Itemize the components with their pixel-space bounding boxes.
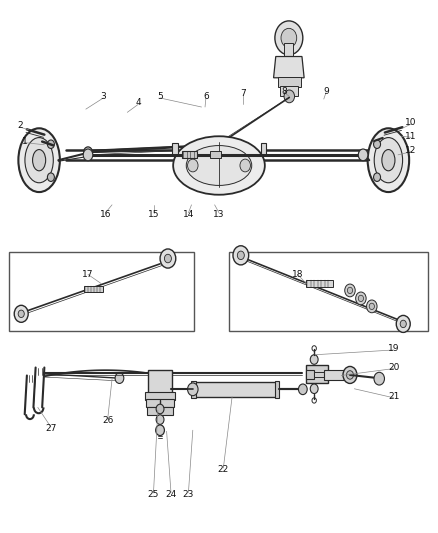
Bar [145, 392, 175, 400]
Circle shape [356, 292, 366, 305]
Bar [9, 252, 194, 332]
Circle shape [14, 305, 28, 322]
Circle shape [400, 320, 406, 328]
Circle shape [369, 303, 374, 310]
Bar [198, 142, 212, 151]
Bar [278, 77, 300, 87]
Bar [280, 86, 298, 96]
Circle shape [310, 355, 318, 365]
Text: 20: 20 [388, 363, 399, 372]
Text: 18: 18 [292, 270, 304, 279]
Text: 1: 1 [22, 137, 28, 146]
Circle shape [233, 246, 249, 265]
Bar [306, 366, 328, 383]
Text: 8: 8 [282, 86, 287, 95]
Text: 5: 5 [157, 92, 163, 101]
Text: 9: 9 [323, 86, 329, 95]
Circle shape [359, 150, 367, 160]
Circle shape [345, 284, 355, 297]
Circle shape [374, 140, 381, 149]
Text: 2: 2 [18, 121, 23, 130]
Ellipse shape [173, 136, 265, 195]
Bar [191, 381, 196, 398]
Circle shape [346, 370, 353, 379]
Circle shape [347, 287, 353, 294]
Text: 3: 3 [100, 92, 106, 101]
Ellipse shape [32, 150, 46, 171]
Circle shape [84, 147, 92, 158]
Text: 25: 25 [148, 489, 159, 498]
Circle shape [115, 373, 124, 383]
Text: 12: 12 [406, 146, 417, 155]
Bar [306, 280, 332, 287]
Circle shape [47, 173, 54, 181]
Circle shape [396, 316, 410, 333]
Circle shape [298, 384, 307, 394]
Text: 16: 16 [100, 210, 111, 219]
Circle shape [160, 249, 176, 268]
Text: 11: 11 [405, 132, 417, 141]
Bar [193, 382, 276, 397]
Bar [210, 151, 221, 158]
Circle shape [47, 140, 54, 149]
Text: 6: 6 [203, 92, 209, 101]
Circle shape [281, 28, 297, 47]
Text: 10: 10 [405, 118, 417, 127]
Bar [182, 151, 197, 158]
Circle shape [155, 425, 164, 435]
Circle shape [83, 149, 93, 161]
Ellipse shape [374, 138, 403, 183]
Circle shape [343, 367, 357, 383]
Text: 15: 15 [148, 210, 159, 219]
Bar [84, 286, 103, 292]
Circle shape [164, 254, 171, 263]
Circle shape [18, 310, 24, 318]
Text: 17: 17 [82, 270, 94, 279]
Text: 14: 14 [183, 210, 194, 219]
Circle shape [156, 415, 164, 424]
Ellipse shape [18, 128, 60, 192]
Text: 13: 13 [213, 210, 225, 219]
Circle shape [187, 159, 198, 172]
Circle shape [367, 300, 377, 313]
Circle shape [156, 404, 164, 414]
Bar [275, 381, 279, 398]
Bar [285, 43, 293, 56]
Bar [306, 370, 314, 379]
Circle shape [284, 90, 294, 103]
Ellipse shape [25, 138, 53, 183]
Circle shape [187, 383, 198, 395]
Bar [229, 252, 427, 332]
Bar [148, 369, 172, 395]
Text: 4: 4 [135, 98, 141, 107]
Text: 26: 26 [102, 416, 113, 425]
Circle shape [374, 372, 385, 385]
Text: 24: 24 [166, 489, 177, 498]
Text: 23: 23 [183, 489, 194, 498]
Bar [146, 399, 174, 407]
Polygon shape [274, 56, 304, 78]
Bar [172, 143, 177, 155]
Circle shape [358, 149, 368, 161]
Bar [261, 143, 266, 155]
Circle shape [275, 21, 303, 55]
Text: 27: 27 [45, 424, 57, 433]
Bar [324, 369, 348, 380]
Circle shape [374, 173, 381, 181]
Text: 21: 21 [388, 392, 399, 401]
Text: 19: 19 [388, 344, 399, 353]
Text: 22: 22 [218, 465, 229, 474]
Text: 7: 7 [240, 89, 246, 98]
Ellipse shape [367, 128, 409, 192]
Ellipse shape [382, 150, 395, 171]
Circle shape [237, 251, 244, 260]
Circle shape [240, 159, 251, 172]
Circle shape [310, 384, 318, 393]
Circle shape [358, 295, 364, 302]
Bar [314, 372, 324, 377]
Ellipse shape [186, 146, 252, 185]
Bar [147, 407, 173, 415]
